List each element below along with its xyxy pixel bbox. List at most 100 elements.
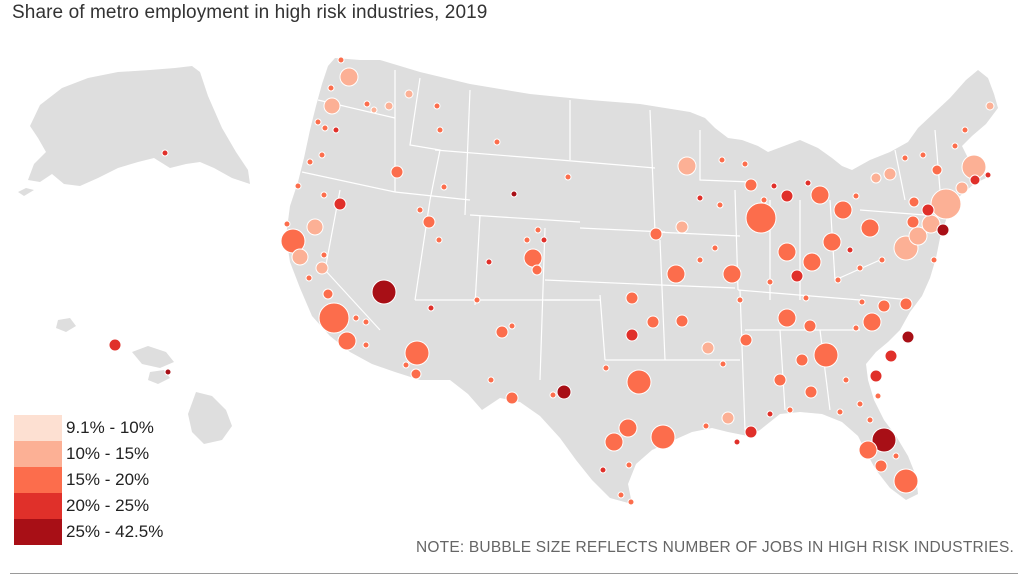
metro-bubble [440,183,448,191]
metro-bubble [795,353,809,367]
legend-swatch [14,441,62,467]
metro-bubble [384,101,394,111]
state-border-line [859,209,926,216]
state-border-line [894,149,906,201]
state-border-line [301,171,396,193]
metro-bubble [770,182,778,190]
metro-bubble [422,215,436,229]
metro-bubble [908,196,920,208]
metro-bubble [834,276,842,284]
metro-bubble [802,252,822,272]
legend-label: 9.1% - 10% [66,418,154,437]
metro-bubble [856,264,864,272]
metro-bubble [534,226,542,234]
state-border-line [659,284,736,289]
metro-bubble [649,227,663,241]
metro-bubble [733,438,741,446]
metro-bubble [858,298,866,306]
metro-bubble [283,220,291,228]
metro-bubble [306,158,314,166]
metro-bubble [339,67,359,87]
alaska-aleutians-shape [18,188,34,196]
metro-bubble [523,236,531,244]
metro-bubble [327,84,335,92]
metro-bubble [362,318,370,326]
hawaii-molokai-shape [148,370,170,384]
metro-bubble [773,373,787,387]
metro-bubble [646,315,660,329]
metro-bubble [722,264,742,284]
metro-bubble [505,391,519,405]
metro-bubble [777,308,797,328]
metro-bubble [871,427,897,453]
metro-bubble [711,244,719,252]
metro-bubble [363,100,371,108]
metro-bubble [371,279,397,305]
metro-bubble [402,361,410,369]
legend-label: 20% - 25% [66,496,150,515]
metro-bubble [813,342,839,368]
metro-bubble [291,248,309,266]
metro-bubble [510,190,518,198]
metro-bubble [878,256,886,264]
metro-bubble [719,360,727,368]
metro-bubble [618,418,638,438]
metro-bubble [485,258,493,266]
land-layer [18,58,998,504]
metro-bubbles [108,56,995,506]
metro-bubble [930,256,938,264]
metro-bubble [337,331,357,351]
metro-bubble [410,368,422,380]
metro-bubble [696,256,704,264]
metro-bubble [803,319,817,333]
metro-bubble [493,138,501,146]
metro-bubble [874,392,882,400]
metro-bubble [508,322,516,330]
metro-bubble [901,330,915,344]
metro-bubble [675,220,689,234]
map-title: Share of metro employment in high risk i… [12,2,488,23]
alaska-shape [28,66,250,186]
legend-swatch [14,519,62,545]
metro-bubble [306,218,324,236]
metro-bubble [985,101,995,111]
legend: 9.1% - 10% 10% - 15% 15% - 20% 20% - 25%… [14,415,163,545]
metro-bubble [333,197,347,211]
state-border-line [544,279,661,286]
metro-bubble [804,385,818,399]
metro-bubble [741,160,749,168]
state-border-line [474,214,481,306]
legend-item: 25% - 42.5% [14,519,163,545]
metro-bubble [625,328,639,342]
metro-bubble [760,196,768,204]
metro-bubble [919,151,927,159]
metro-bubble [404,340,430,366]
metro-bubble [161,149,169,157]
metro-bubble [852,324,860,332]
bottom-divider [10,573,1018,574]
metro-bubble [305,274,313,282]
metro-bubble [108,338,122,352]
metro-bubble [961,126,969,134]
metro-bubble [822,232,842,252]
metro-bubble [921,203,935,217]
metro-bubble [892,452,900,460]
metro-bubble [786,406,794,414]
metro-bubble [744,178,758,192]
legend-item: 20% - 25% [14,493,163,519]
metro-bubble [436,126,444,134]
metro-bubble [427,304,435,312]
metro-bubble [323,97,341,115]
state-border-line [779,329,786,411]
metro-bubble [870,172,882,184]
metro-bubble [531,264,543,276]
metro-bubble [833,200,853,220]
legend-item: 9.1% - 10% [14,415,163,441]
metro-bubble [766,410,774,418]
metro-bubble [802,294,810,302]
state-border-line [464,89,471,216]
metro-bubble [846,246,854,254]
metro-bubble [716,201,724,209]
legend-swatch [14,467,62,493]
